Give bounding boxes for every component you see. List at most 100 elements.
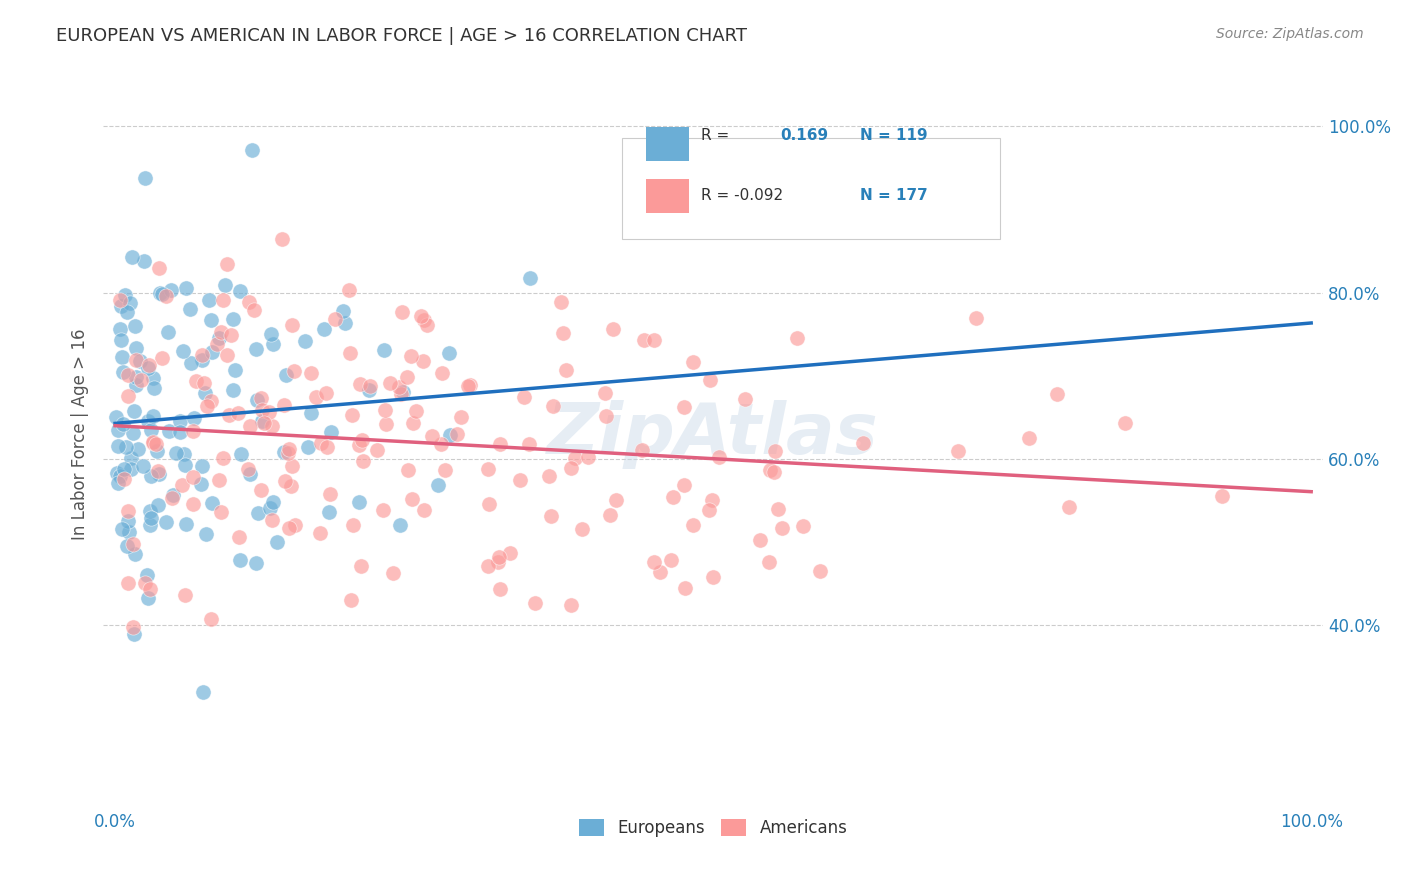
Point <box>1059 500 1081 514</box>
Point <box>416 318 439 333</box>
Point <box>174 458 197 472</box>
Point <box>477 462 499 476</box>
Point <box>342 518 364 533</box>
Point <box>257 405 280 419</box>
Point <box>283 363 305 377</box>
Point <box>183 470 205 484</box>
Point <box>201 345 224 359</box>
Point <box>104 409 127 424</box>
Point <box>200 393 222 408</box>
Point <box>115 539 138 553</box>
Point <box>277 442 299 456</box>
Point <box>673 581 696 595</box>
Point <box>174 588 197 602</box>
Point <box>759 463 782 477</box>
Point <box>433 463 456 477</box>
Point <box>673 478 696 492</box>
Point <box>262 419 284 434</box>
Point <box>155 515 177 529</box>
Legend: Europeans, Americans: Europeans, Americans <box>571 810 856 845</box>
FancyBboxPatch shape <box>645 127 689 161</box>
Point <box>179 301 201 316</box>
Point <box>117 504 139 518</box>
Point <box>388 518 411 533</box>
Point <box>682 517 704 532</box>
FancyBboxPatch shape <box>645 179 689 213</box>
Point <box>155 288 177 302</box>
Point <box>134 171 156 186</box>
Point <box>280 479 302 493</box>
Y-axis label: In Labor Force | Age > 16: In Labor Force | Age > 16 <box>72 328 89 540</box>
Text: N = 119: N = 119 <box>859 128 927 144</box>
Point <box>401 492 423 507</box>
Point <box>245 556 267 570</box>
Point <box>111 365 134 379</box>
Point <box>391 305 413 319</box>
Point <box>478 498 501 512</box>
Point <box>194 526 217 541</box>
Point <box>538 469 561 483</box>
Point <box>186 374 208 388</box>
Point <box>122 537 145 551</box>
Point <box>488 550 510 565</box>
Point <box>219 327 242 342</box>
Point <box>246 507 269 521</box>
Point <box>315 385 337 400</box>
Point <box>211 293 233 307</box>
Point <box>509 473 531 487</box>
Point <box>118 524 141 539</box>
Point <box>157 425 180 439</box>
Point <box>111 522 134 536</box>
Point <box>200 313 222 327</box>
Point <box>555 363 578 377</box>
Point <box>191 685 214 699</box>
Point <box>392 385 415 400</box>
Point <box>560 460 582 475</box>
Point <box>240 143 263 157</box>
Point <box>245 342 267 356</box>
Point <box>758 555 780 569</box>
Point <box>576 450 599 464</box>
Point <box>139 582 162 597</box>
Point <box>135 568 157 582</box>
Text: R =: R = <box>702 128 730 144</box>
Point <box>193 376 215 390</box>
Point <box>553 326 575 340</box>
Point <box>134 576 156 591</box>
Point <box>378 376 401 390</box>
Point <box>323 311 346 326</box>
Point <box>517 437 540 451</box>
Point <box>648 565 671 579</box>
Point <box>593 386 616 401</box>
Point <box>402 416 425 430</box>
Point <box>388 380 411 394</box>
Point <box>159 284 181 298</box>
Point <box>541 399 564 413</box>
Point <box>250 403 273 417</box>
Point <box>132 254 155 268</box>
Point <box>162 488 184 502</box>
Point <box>659 553 682 567</box>
Point <box>108 322 131 336</box>
Point <box>117 388 139 402</box>
Point <box>332 303 354 318</box>
Point <box>122 619 145 633</box>
Point <box>389 387 412 401</box>
Point <box>262 494 284 508</box>
Point <box>519 271 541 285</box>
Point <box>673 401 696 415</box>
Point <box>339 345 361 359</box>
Point <box>426 477 449 491</box>
Point <box>457 378 479 392</box>
Point <box>599 508 621 522</box>
Point <box>662 490 685 504</box>
Point <box>142 435 165 450</box>
Point <box>224 363 246 377</box>
Point <box>209 504 232 518</box>
Point <box>340 593 363 607</box>
Point <box>226 406 249 420</box>
Point <box>273 445 295 459</box>
Point <box>183 424 205 438</box>
Point <box>190 477 212 491</box>
Point <box>766 502 789 516</box>
